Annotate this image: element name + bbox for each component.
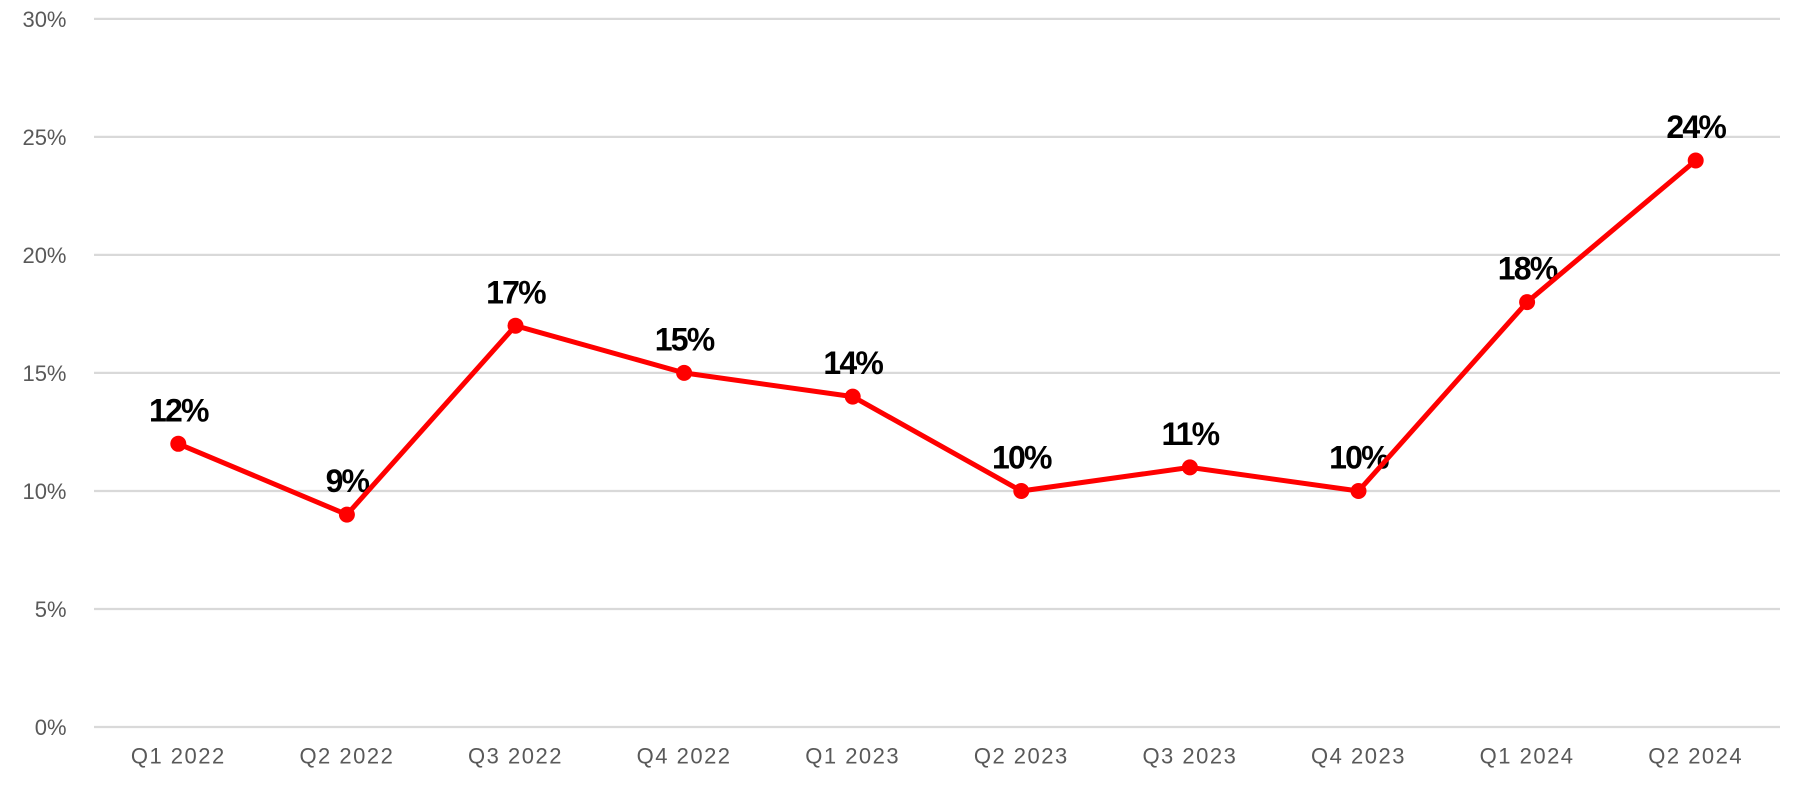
svg-text:10%: 10%	[992, 440, 1052, 476]
svg-text:25%: 25%	[22, 125, 66, 150]
svg-text:Q1 2024: Q1 2024	[1480, 744, 1575, 769]
svg-text:Q4 2022: Q4 2022	[637, 744, 732, 769]
svg-text:5%: 5%	[35, 597, 67, 622]
svg-text:20%: 20%	[22, 243, 66, 268]
svg-text:30%: 30%	[22, 7, 66, 32]
svg-text:Q1 2023: Q1 2023	[805, 744, 900, 769]
svg-text:15%: 15%	[655, 322, 715, 358]
svg-text:Q2 2022: Q2 2022	[299, 744, 394, 769]
svg-text:Q4 2023: Q4 2023	[1311, 744, 1406, 769]
svg-text:Q3 2023: Q3 2023	[1142, 744, 1237, 769]
svg-text:0%: 0%	[35, 715, 67, 740]
svg-text:15%: 15%	[22, 361, 66, 386]
svg-text:12%: 12%	[149, 392, 209, 428]
svg-text:24%: 24%	[1666, 109, 1726, 145]
svg-text:14%: 14%	[823, 345, 883, 381]
svg-text:17%: 17%	[486, 274, 546, 310]
svg-text:Q2 2023: Q2 2023	[974, 744, 1069, 769]
svg-text:11%: 11%	[1161, 416, 1219, 452]
svg-text:Q3 2022: Q3 2022	[468, 744, 563, 769]
svg-text:Q1 2022: Q1 2022	[131, 744, 226, 769]
svg-text:Q2 2024: Q2 2024	[1648, 744, 1743, 769]
svg-text:10%: 10%	[22, 479, 66, 504]
